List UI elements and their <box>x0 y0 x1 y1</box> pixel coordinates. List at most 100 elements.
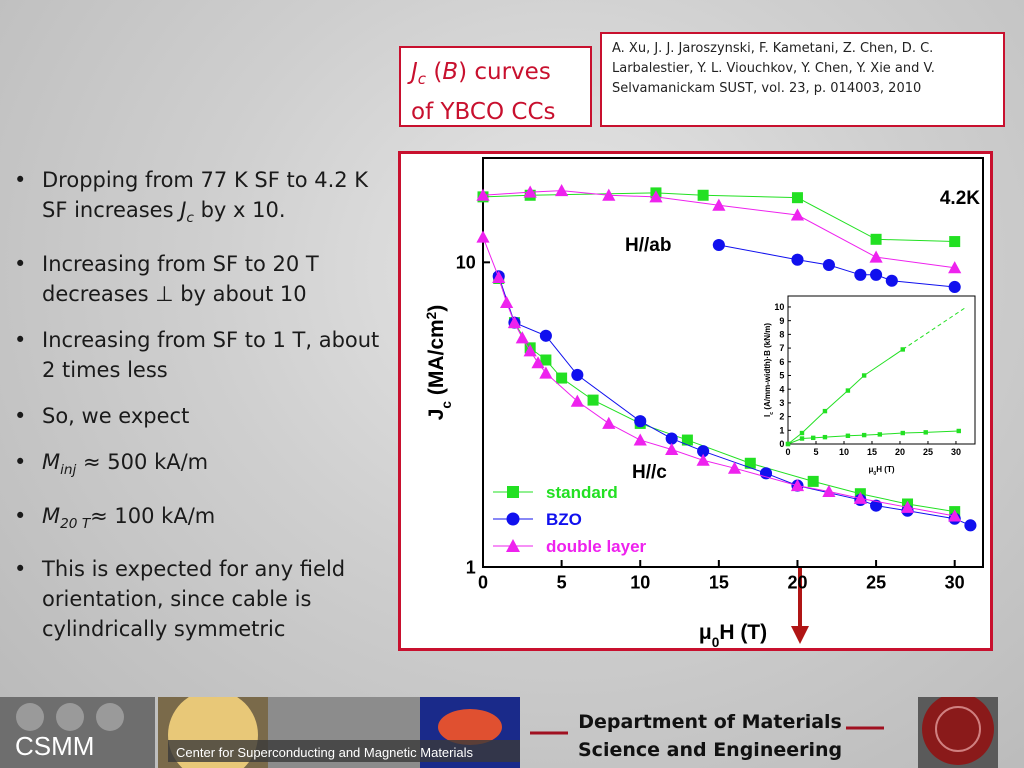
marker <box>870 233 882 245</box>
text-run: (MA/cm <box>425 319 448 401</box>
x-tick-label: 25 <box>923 447 933 457</box>
marker <box>948 280 961 294</box>
bullet: Increasing from SF to 20 T decreases ⊥ b… <box>10 249 380 309</box>
x-tick-label: 20 <box>787 573 807 593</box>
marker <box>570 394 584 407</box>
text-run: I <box>763 415 772 417</box>
y-tick-label: 6 <box>779 357 784 367</box>
x-tick-label: 10 <box>630 573 650 593</box>
axis-label: Jc (MA/cm2) <box>424 305 454 421</box>
marker <box>948 261 962 274</box>
marker <box>900 347 905 352</box>
text-run: inj <box>60 461 77 478</box>
text-run: Dropping from 77 K SF to 4.2 K SF increa… <box>42 168 369 222</box>
marker <box>727 461 742 474</box>
marker <box>923 430 928 435</box>
title-line: of YBCO CCs <box>411 99 556 126</box>
axis-label: μ0H (T) <box>868 465 894 477</box>
legend-label: double layer <box>546 537 647 556</box>
text-run: This is expected for any field orientati… <box>42 557 346 642</box>
text-run: 20 T <box>60 515 91 532</box>
marker <box>822 434 828 440</box>
text-run: μ <box>699 621 712 644</box>
text-run: B <box>442 59 459 85</box>
marker <box>785 441 791 447</box>
text-run: M <box>42 449 61 474</box>
marker <box>759 467 773 480</box>
marker <box>696 453 710 466</box>
legend-label: standard <box>546 483 618 502</box>
marker <box>900 430 905 436</box>
marker <box>649 190 663 203</box>
x-tick-label: 0 <box>478 573 488 593</box>
text-run: H (T) <box>719 621 767 644</box>
footer: CSMM Center for Superconducting and Magn… <box>0 697 998 768</box>
x-tick-label: 15 <box>867 447 877 457</box>
bullet: So, we expect <box>10 401 380 431</box>
x-tick-label: 0 <box>785 447 790 457</box>
text-run: H (T) <box>876 465 895 474</box>
marker <box>861 373 867 378</box>
marker <box>665 442 679 456</box>
axis-label: μ0H (T) <box>699 621 767 648</box>
legend-label: BZO <box>546 510 582 529</box>
y-tick-label: 4 <box>779 384 784 394</box>
footer-image <box>56 703 84 731</box>
department-line: Science and Engineering <box>578 739 843 761</box>
caption-bar <box>168 740 520 762</box>
marker <box>571 368 584 381</box>
marker <box>499 295 514 309</box>
marker <box>476 230 490 243</box>
x-tick-label: 30 <box>951 447 961 457</box>
text-run: J <box>180 198 187 222</box>
marker <box>540 354 552 366</box>
y-tick-label: 5 <box>779 371 784 381</box>
reference: A. Xu, J. J. Jaroszynski, F. Kametani, Z… <box>612 41 935 96</box>
marker <box>854 268 867 281</box>
text-run: Increasing from SF to 20 T decreases ⊥ b… <box>42 251 319 306</box>
marker <box>539 366 553 379</box>
text-run: ( <box>426 59 443 85</box>
text-run: ≈ 500 kA/m <box>76 449 209 474</box>
bullet: Dropping from 77 K SF to 4.2 K SF increa… <box>10 165 380 233</box>
marker <box>790 478 805 492</box>
marker <box>948 509 962 522</box>
marker <box>556 372 568 384</box>
y-tick-label: 1 <box>466 557 476 577</box>
text-run: c <box>417 70 427 89</box>
marker <box>810 435 816 441</box>
marker <box>822 408 828 414</box>
marker <box>602 416 616 429</box>
y-tick-label: 10 <box>456 253 476 273</box>
footer-image <box>438 709 502 745</box>
marker <box>807 475 819 487</box>
marker <box>665 432 678 445</box>
text-run: (A/mm-width)·B (kN/m) <box>763 323 772 412</box>
arrow-head <box>791 626 809 644</box>
marker <box>964 519 977 532</box>
text-run: c <box>186 209 194 226</box>
marker <box>949 236 961 248</box>
text-run: ) <box>425 305 448 312</box>
marker <box>822 484 836 497</box>
x-tick-label: 15 <box>709 573 729 593</box>
marker <box>712 238 725 252</box>
marker <box>634 415 647 428</box>
text-run: 2 <box>424 311 439 319</box>
y-tick-label: 9 <box>779 316 784 326</box>
bullet-list: Dropping from 77 K SF to 4.2 K SF increa… <box>10 165 380 660</box>
text-run: J <box>425 409 448 421</box>
marker <box>799 430 805 436</box>
marker <box>790 208 805 221</box>
seal <box>922 697 994 765</box>
marker <box>523 185 537 198</box>
reference-box: A. Xu, J. J. Jaroszynski, F. Kametani, Z… <box>600 32 1005 127</box>
marker <box>870 499 883 512</box>
x-tick-label: 5 <box>813 447 818 457</box>
axis-label: Ic (A/mm-width)·B (kN/m) <box>763 323 775 417</box>
marker <box>845 388 851 393</box>
y-tick-label: 7 <box>779 343 784 353</box>
logo-text: CSMM <box>15 731 94 761</box>
